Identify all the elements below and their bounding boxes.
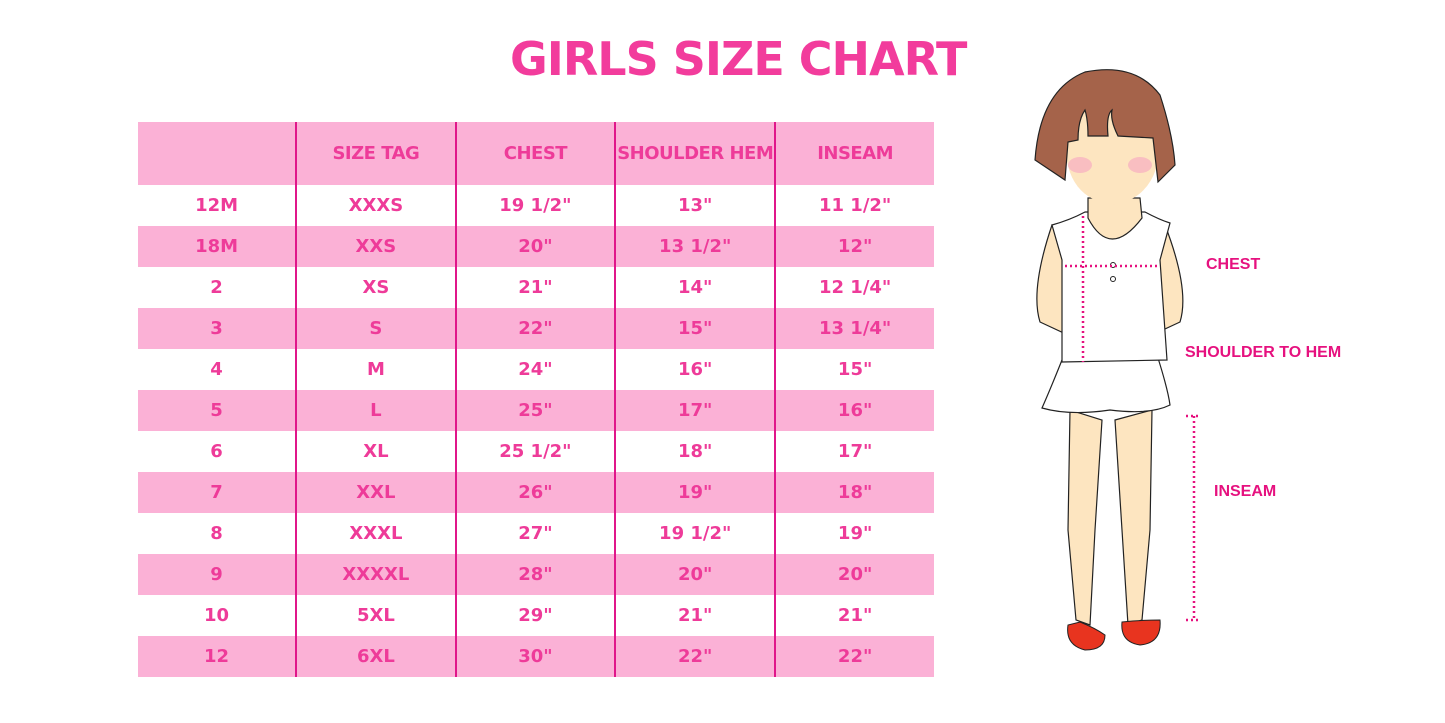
table-cell: 22" — [454, 308, 616, 349]
table-row: 6 XL 25 1/2" 18" 17" — [138, 431, 934, 472]
table-cell: 9 — [138, 554, 297, 595]
table-cell: 22" — [614, 636, 776, 677]
table-cell: 5XL — [295, 595, 456, 636]
table-cell: 26" — [454, 472, 616, 513]
table-cell: 25 1/2" — [454, 431, 616, 472]
table-cell: 27" — [454, 513, 616, 554]
title-text: GIRLS SIZE CHART — [510, 32, 967, 86]
table-row: 12M XXXS 19 1/2" 13" 11 1/2" — [138, 185, 934, 226]
table-cell: 12 — [138, 636, 297, 677]
table-cell: 2 — [210, 277, 223, 298]
table-cell: 21" — [614, 595, 776, 636]
table-cell: 19 1/2" — [454, 185, 616, 226]
table-cell: 18" — [774, 472, 934, 513]
table-cell: 19 1/2" — [614, 513, 776, 554]
table-row: 10 5XL 29" 21" 21" — [138, 595, 934, 636]
table-cell: 13 1/4" — [774, 308, 934, 349]
table-cell: XXXL — [295, 513, 456, 554]
table-cell: M — [295, 349, 456, 390]
table-cell: 6 — [210, 441, 223, 462]
table-cell: L — [295, 390, 456, 431]
table-cell: 3 — [138, 308, 297, 349]
table-row: 18M XXS 20" 13 1/2" 12" — [138, 226, 934, 267]
table-cell: 16" — [614, 349, 776, 390]
table-cell: 14" — [614, 267, 776, 308]
column-header: SHOULDER HEM — [614, 122, 776, 185]
chest-label: CHEST — [1206, 256, 1261, 273]
table-row: 4 M 24" 16" 15" — [138, 349, 934, 390]
table-cell: 8 — [210, 523, 223, 544]
table-cell: 30" — [454, 636, 616, 677]
table-cell: 12" — [774, 226, 934, 267]
table-cell: 24" — [454, 349, 616, 390]
table-cell: 12M — [195, 195, 239, 216]
table-row: 5 L 25" 17" 16" — [138, 390, 934, 431]
table-cell: 7 — [138, 472, 297, 513]
table-cell: XXL — [295, 472, 456, 513]
table-cell: 6XL — [295, 636, 456, 677]
table-cell: 17" — [774, 431, 934, 472]
table-cell: 25" — [454, 390, 616, 431]
table-cell: 11 1/2" — [774, 185, 934, 226]
table-cell: 19" — [774, 513, 934, 554]
inseam-label: INSEAM — [1214, 483, 1277, 500]
table-header-row: SIZE TAG CHEST SHOULDER HEM INSEAM — [138, 122, 934, 185]
column-header: CHEST — [454, 122, 616, 185]
table-cell: S — [295, 308, 456, 349]
table-cell: 16" — [774, 390, 934, 431]
table-cell: 15" — [774, 349, 934, 390]
table-cell: XL — [295, 431, 456, 472]
table-cell: XXXS — [295, 185, 456, 226]
table-cell: 13 1/2" — [614, 226, 776, 267]
table-cell: 19" — [614, 472, 776, 513]
table-row: 7 XXL 26" 19" 18" — [138, 472, 934, 513]
table-cell: 20" — [774, 554, 934, 595]
table-cell: XXXXL — [295, 554, 456, 595]
table-cell: 10 — [204, 605, 230, 626]
size-table: SIZE TAG CHEST SHOULDER HEM INSEAM 12M XXXS 1… — [138, 122, 934, 677]
table-row: 8 XXXL 27" 19 1/2" 19" — [138, 513, 934, 554]
table-row: 12 6XL 30" 22" 22" — [138, 636, 934, 677]
table-row: 9 XXXXL 28" 20" 20" — [138, 554, 934, 595]
table-cell: 20" — [614, 554, 776, 595]
table-cell: 4 — [210, 359, 223, 380]
table-cell: 13" — [614, 185, 776, 226]
table-cell: 18" — [614, 431, 776, 472]
table-cell: 21" — [454, 267, 616, 308]
column-header: INSEAM — [774, 122, 934, 185]
table-cell: 18M — [138, 226, 297, 267]
table-cell: 15" — [614, 308, 776, 349]
table-cell: XS — [295, 267, 456, 308]
table-cell: 20" — [454, 226, 616, 267]
table-cell: 12 1/4" — [774, 267, 934, 308]
table-cell: 28" — [454, 554, 616, 595]
table-cell: 29" — [454, 595, 616, 636]
table-cell: 5 — [138, 390, 297, 431]
shoulder-to-hem-label: SHOULDER TO HEM — [1185, 344, 1342, 361]
table-cell: 21" — [774, 595, 934, 636]
table-cell: XXS — [295, 226, 456, 267]
table-cell: 22" — [774, 636, 934, 677]
table-row: 2 XS 21" 14" 12 1/4" — [138, 267, 934, 308]
table-row: 3 S 22" 15" 13 1/4" — [138, 308, 934, 349]
table-cell: 17" — [614, 390, 776, 431]
girl-measurement-illustration — [1034, 69, 1200, 651]
column-header — [138, 122, 297, 185]
column-header: SIZE TAG — [295, 122, 456, 185]
